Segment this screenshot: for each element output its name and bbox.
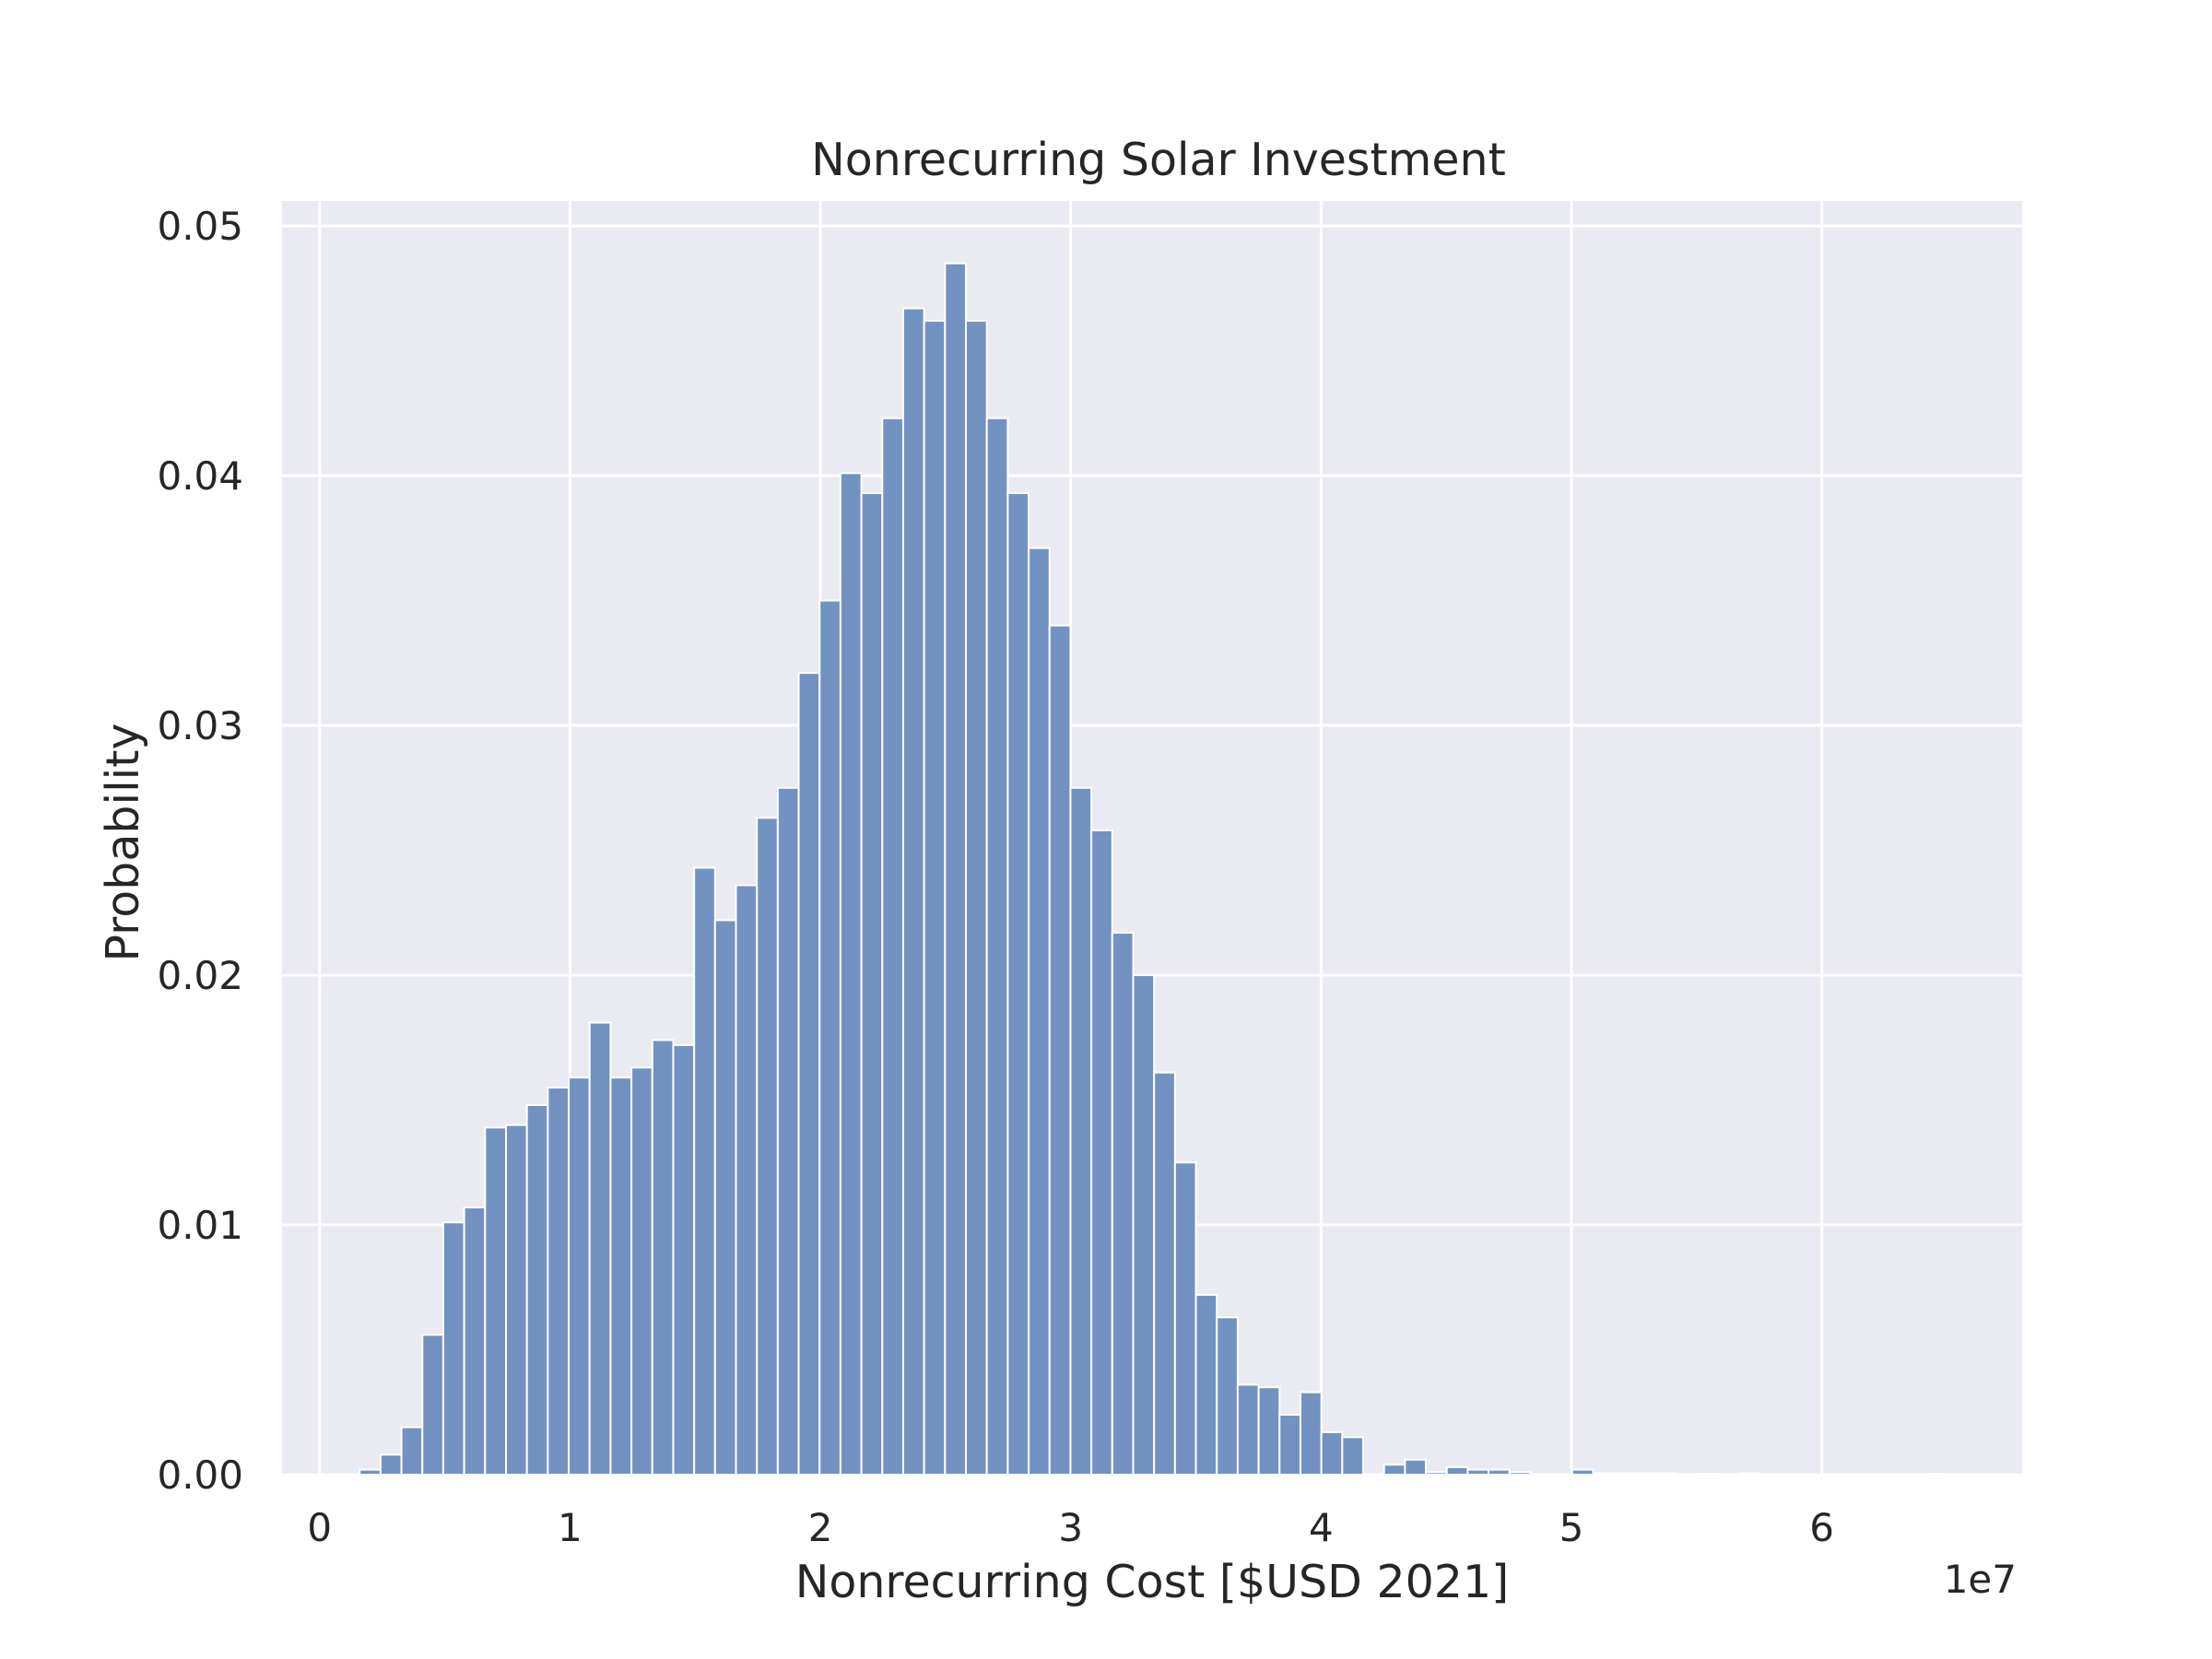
y-tick-label: 0.04 [157, 453, 243, 499]
histogram-bar [1466, 1468, 1490, 1477]
y-tick-label: 0.00 [157, 1453, 243, 1498]
x-tick-label: 4 [1309, 1505, 1334, 1550]
histogram-bar [547, 1086, 571, 1476]
histogram-bar [1069, 786, 1093, 1476]
histogram-bar [1926, 1473, 1950, 1476]
histogram-bar [630, 1066, 653, 1477]
histogram-bar [1696, 1473, 1720, 1476]
histogram-bar [421, 1334, 444, 1476]
histogram-bar [379, 1453, 403, 1476]
y-tick-label: 0.03 [157, 703, 243, 748]
histogram-bar [1445, 1465, 1469, 1477]
x-tick-label: 6 [1809, 1505, 1834, 1550]
x-tick-label: 2 [808, 1505, 833, 1550]
y-tick-label: 0.05 [157, 204, 243, 249]
histogram-bar [1341, 1436, 1365, 1476]
x-axis-label: Nonrecurring Cost [$USD 2021] [795, 1556, 1510, 1608]
histogram-bar [1488, 1468, 1511, 1477]
histogram-bar [881, 417, 904, 1476]
tick-labels: 0 1 2 3 4 5 6 0.00 0.01 0.02 0.03 0.04 0.05 [157, 204, 1834, 1550]
histogram-bar [693, 866, 716, 1476]
histogram-bar [400, 1426, 424, 1476]
histogram-bar [672, 1043, 696, 1476]
histogram-bar [860, 492, 884, 1476]
histogram-bar [1028, 547, 1051, 1476]
histogram-bar [1006, 492, 1030, 1476]
histogram-bar [1236, 1383, 1260, 1476]
histogram-bar [923, 320, 947, 1477]
histogram-bar [1320, 1430, 1344, 1477]
histogram-bar [1633, 1472, 1657, 1477]
histogram-bar [484, 1126, 507, 1477]
histogram-bar [1173, 1161, 1197, 1477]
histogram-bars [359, 262, 1950, 1477]
x-tick-label: 0 [307, 1505, 332, 1550]
histogram-bar [1132, 974, 1156, 1476]
histogram-bar [1090, 829, 1113, 1476]
histogram-bar [818, 599, 841, 1476]
histogram-bar [944, 262, 968, 1476]
histogram-bar [839, 472, 863, 1476]
histogram-bar [1508, 1471, 1532, 1476]
histogram-bar [1257, 1386, 1281, 1476]
histogram-bar [651, 1039, 675, 1477]
histogram-bar [713, 919, 737, 1476]
histogram-bar [901, 307, 925, 1476]
histogram-bar [588, 1021, 612, 1477]
histogram-bar [1571, 1468, 1594, 1477]
histogram-bar [359, 1468, 382, 1477]
histogram-bar [1592, 1472, 1616, 1477]
histogram-bar [965, 320, 988, 1477]
histogram-bar [463, 1206, 487, 1477]
histogram-bar [1278, 1413, 1301, 1477]
histogram-bar [1738, 1472, 1761, 1477]
histogram-bar [609, 1077, 633, 1477]
chart-title: Nonrecurring Solar Investment [811, 134, 1506, 186]
histogram-bar [735, 884, 759, 1476]
y-tick-label: 0.02 [157, 953, 243, 998]
x-tick-label: 1 [558, 1505, 582, 1550]
histogram-bar [568, 1077, 591, 1477]
histogram-bar [797, 672, 821, 1476]
histogram-bar [1048, 624, 1072, 1476]
histogram-bar [756, 817, 779, 1476]
x-tick-label: 3 [1058, 1505, 1083, 1550]
histogram-bar [985, 417, 1009, 1476]
histogram-bar [1613, 1472, 1636, 1477]
histogram-bar [1404, 1458, 1428, 1477]
histogram-bar [504, 1124, 528, 1476]
histogram-bar [525, 1103, 549, 1476]
histogram-bar [1194, 1293, 1218, 1477]
x-tick-label: 5 [1559, 1505, 1584, 1550]
histogram-bar [1153, 1071, 1176, 1476]
histogram-bar [1216, 1316, 1239, 1476]
histogram-bar [1111, 931, 1135, 1476]
x-axis-offset-label: 1e7 [1944, 1557, 2017, 1602]
histogram-bar [1382, 1464, 1406, 1476]
y-tick-label: 0.01 [157, 1203, 243, 1248]
histogram-bar [441, 1221, 465, 1476]
y-axis-label: Probability [97, 723, 149, 961]
histogram-bar [776, 786, 800, 1476]
histogram-bar [1654, 1472, 1678, 1477]
histogram-bar [1299, 1391, 1323, 1476]
histogram-bar [1425, 1471, 1448, 1476]
